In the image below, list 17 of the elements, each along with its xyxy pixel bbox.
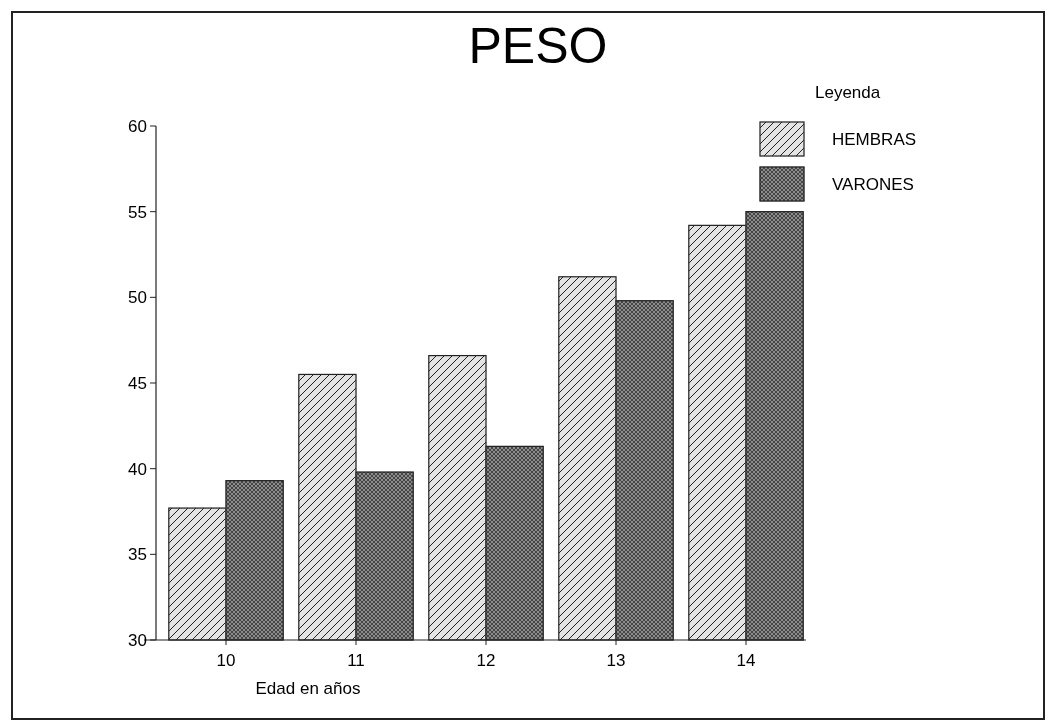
x-tick-label: 11 [347,651,365,670]
y-tick-label: 35 [128,545,147,565]
y-tick-label: 60 [128,116,147,136]
y-tick-label: 55 [128,202,147,222]
legend-title: Leyenda [815,83,881,102]
legend-label: VARONES [832,174,914,194]
x-tick-label: 10 [216,651,236,670]
chart-title: PESO [468,18,608,74]
y-tick-label: 50 [128,288,147,308]
y-tick-label: 30 [128,630,147,650]
x-tick-label: 12 [476,651,496,670]
y-tick-label: 45 [128,373,147,393]
legend-label: HEMBRAS [832,129,917,149]
x-axis-title: Edad en años [255,679,361,698]
x-tick-label: 14 [736,651,756,670]
y-tick-label: 40 [128,459,147,479]
x-tick-label: 13 [606,651,626,670]
